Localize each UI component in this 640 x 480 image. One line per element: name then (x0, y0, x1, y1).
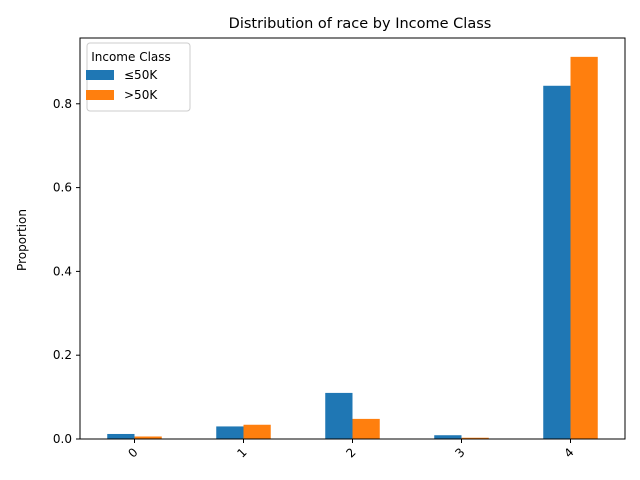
bar-series0-cat1 (216, 426, 244, 439)
bar-series0-cat2 (325, 392, 353, 439)
bar-series1-cat0 (134, 436, 162, 439)
legend-swatch-1 (86, 90, 114, 100)
bar-series0-cat3 (434, 435, 462, 439)
legend-title: Income Class (91, 50, 171, 64)
y-tick-label: 0.2 (53, 348, 72, 362)
plot-frame (79, 37, 626, 440)
legend-label-0: ≤50K (124, 68, 158, 82)
y-tick-label: 0.4 (53, 264, 72, 278)
x-tick-label: 3 (452, 445, 467, 460)
bar-series1-cat3 (461, 437, 489, 439)
legend-swatch-0 (86, 70, 114, 80)
bar-series0-cat0 (107, 433, 135, 439)
x-ticks: 0 1 2 3 4 (125, 439, 577, 461)
legend: Income Class ≤50K >50K (86, 42, 191, 112)
y-tick-label: 0.6 (53, 181, 72, 195)
bars-group (107, 56, 598, 440)
bar-series0-cat4 (543, 85, 571, 440)
y-tick-label: 0.0 (53, 432, 72, 446)
legend-items: ≤50K >50K (86, 68, 158, 102)
y-tick-label: 0.8 (53, 97, 72, 111)
x-tick-label: 0 (125, 445, 140, 460)
y-axis-label: Proportion (15, 209, 29, 271)
bar-series1-cat4 (570, 56, 598, 440)
x-tick-label: 1 (234, 445, 249, 460)
legend-label-1: >50K (124, 88, 158, 102)
bar-series1-cat2 (352, 418, 380, 439)
x-tick-label: 4 (561, 445, 576, 460)
bar-series1-cat1 (243, 424, 271, 439)
chart-title: Distribution of race by Income Class (229, 16, 492, 32)
y-ticks: 0.0 0.2 0.4 0.6 0.8 (53, 97, 80, 446)
x-tick-label: 2 (343, 445, 358, 460)
